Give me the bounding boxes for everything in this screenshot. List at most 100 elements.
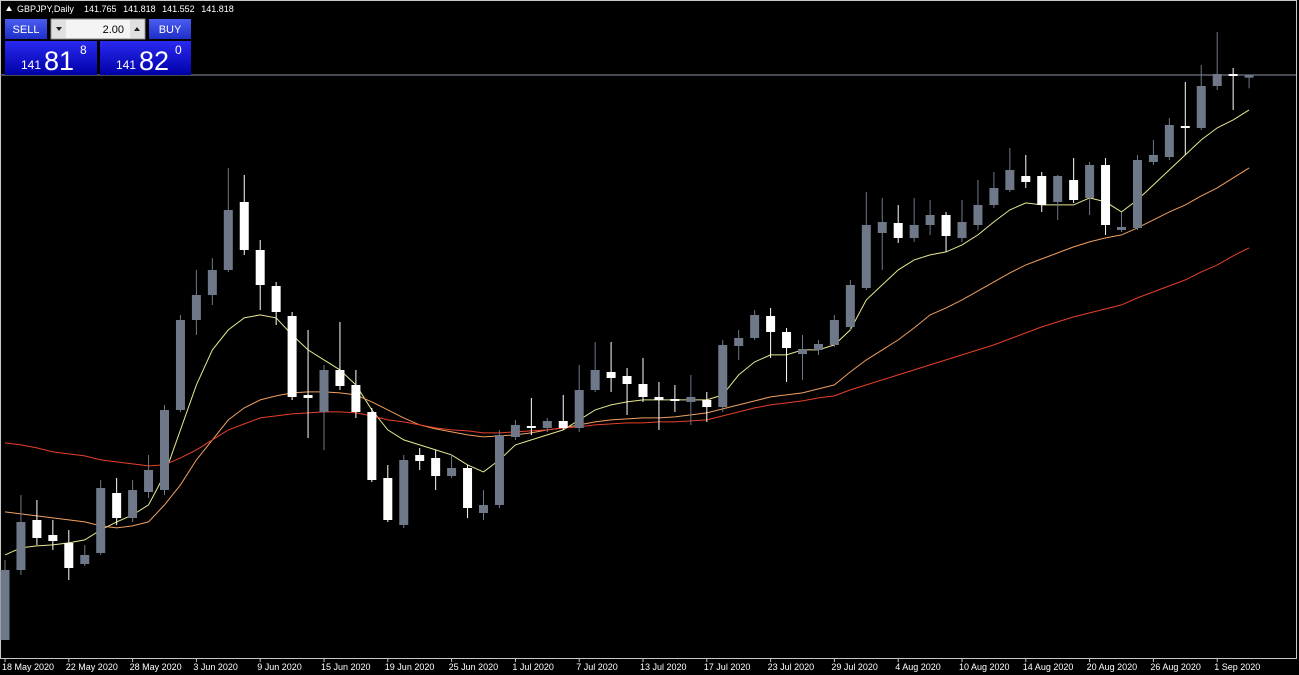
candle-body — [845, 285, 855, 327]
close: 141.818 — [201, 4, 234, 14]
candle-body — [287, 316, 297, 397]
candle-body — [654, 397, 664, 400]
candle-body — [718, 345, 728, 407]
x-tick-label: 10 Aug 2020 — [959, 662, 1010, 672]
header: GBPJPY,Daily 141.765 141.818 141.552 141… — [6, 4, 234, 14]
bid-main: 81 — [44, 46, 74, 76]
candle-body — [638, 384, 648, 397]
candle-body — [335, 370, 345, 386]
candle-body — [48, 535, 58, 541]
candle-body — [813, 344, 823, 350]
lots-value: 2.00 — [103, 24, 124, 36]
x-tick-label: 1 Jul 2020 — [512, 662, 554, 672]
candle-body — [766, 316, 776, 332]
ask-main: 82 — [139, 46, 169, 76]
bid-sup: 8 — [80, 43, 87, 57]
trade-panel: SELL 2.00 BUY 141 81 8 141 82 0 — [5, 18, 191, 76]
candle-body — [782, 332, 792, 348]
lots-field[interactable] — [50, 18, 146, 40]
low: 141.552 — [162, 4, 195, 14]
candle-body — [175, 320, 185, 410]
candle-body — [542, 421, 552, 428]
candle-body — [96, 488, 106, 553]
candle-body — [415, 455, 425, 461]
collapse-arrow[interactable] — [6, 6, 12, 11]
ask-big: 141 — [116, 58, 136, 72]
candle-body — [893, 223, 903, 238]
candle-body — [606, 372, 616, 378]
candle-body — [1228, 74, 1238, 76]
buy-label: BUY — [159, 24, 182, 36]
x-tick-label: 7 Jul 2020 — [576, 662, 618, 672]
candle-body — [207, 270, 217, 295]
moving-average — [4, 109, 1250, 556]
x-tick-label: 15 Jun 2020 — [321, 662, 371, 672]
x-tick-label: 29 Jul 2020 — [831, 662, 878, 672]
x-tick-label: 9 Jun 2020 — [257, 662, 302, 672]
candle-body — [861, 225, 871, 288]
bid-box[interactable] — [5, 41, 97, 75]
candle-body — [223, 210, 233, 270]
candle-body — [1164, 125, 1174, 157]
candle-body — [1148, 155, 1158, 162]
open: 141.765 — [84, 4, 117, 14]
x-tick-label: 28 May 2020 — [130, 662, 182, 672]
candle-body — [989, 188, 999, 205]
x-tick-label: 20 Aug 2020 — [1087, 662, 1138, 672]
x-tick-label: 26 Aug 2020 — [1150, 662, 1201, 672]
candle-body — [160, 410, 169, 490]
moving-average — [4, 247, 1250, 467]
candle-body — [303, 395, 313, 398]
x-tick-label: 14 Aug 2020 — [1023, 662, 1074, 672]
candle-body — [1005, 170, 1015, 190]
down-arrow — [56, 27, 62, 31]
ask-box[interactable] — [100, 41, 191, 75]
candle-body — [574, 390, 584, 428]
candle-body — [622, 376, 632, 384]
x-tick-label: 3 Jun 2020 — [193, 662, 238, 672]
candle-body — [383, 478, 393, 520]
moving-average — [4, 167, 1250, 529]
candle-body — [64, 543, 74, 568]
candle-body — [734, 338, 744, 346]
candle-body — [1037, 176, 1047, 205]
candle-body — [16, 522, 26, 570]
x-tick-label: 4 Aug 2020 — [895, 662, 941, 672]
candle-body — [526, 426, 536, 428]
x-tick-label: 22 May 2020 — [66, 662, 118, 672]
candle-body — [431, 458, 441, 476]
candle-body — [0, 570, 10, 640]
x-tick-label: 17 Jul 2020 — [704, 662, 751, 672]
candle-body — [271, 286, 281, 312]
symbol: GBPJPY,Daily — [17, 4, 74, 14]
candle-body — [973, 205, 983, 225]
candle-body — [479, 505, 488, 513]
candle-body — [447, 468, 457, 476]
candle-body — [1212, 74, 1222, 86]
ohlc: 141.765 141.818 141.552 141.818 — [84, 4, 234, 14]
sell-button[interactable] — [5, 19, 47, 39]
high: 141.818 — [123, 4, 156, 14]
candle-body — [191, 295, 201, 320]
plot — [0, 32, 1296, 640]
candle-body — [798, 349, 807, 354]
x-tick-label: 18 May 2020 — [2, 662, 54, 672]
plot-frame — [0, 0, 1297, 659]
candle-body — [367, 412, 377, 480]
candle-body — [463, 468, 473, 508]
candle-body — [112, 493, 122, 518]
ask-sup: 0 — [175, 43, 182, 57]
candle-body — [32, 520, 42, 538]
candle-body — [1101, 165, 1111, 225]
candle-body — [128, 490, 138, 518]
x-tick-label: 25 Jun 2020 — [449, 662, 499, 672]
candle-body — [1180, 126, 1190, 128]
candle-body — [80, 555, 90, 564]
candle-body — [670, 399, 680, 401]
candle-body — [925, 215, 935, 225]
buy-button[interactable] — [149, 19, 191, 39]
bid-big: 141 — [21, 58, 41, 72]
candle-body — [702, 400, 712, 407]
x-tick-label: 13 Jul 2020 — [640, 662, 687, 672]
